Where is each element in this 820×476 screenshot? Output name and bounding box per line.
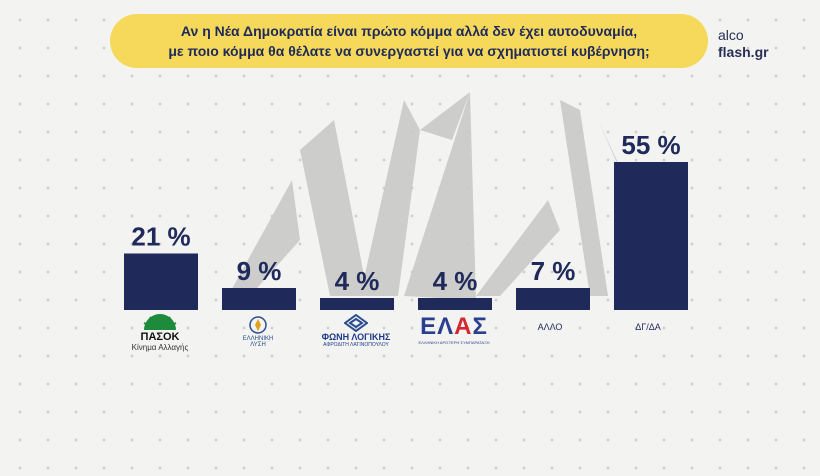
foni-logikis-name: ΦΩΝΗ ΛΟΓΙΚΗΣ [321, 332, 391, 342]
value-label-0: 21 % [131, 221, 190, 251]
question-banner: Αν η Νέα Δημοκρατία είναι πρώτο κόμμα αλ… [110, 14, 708, 68]
bar-2 [320, 298, 394, 310]
question-line-2: με ποιο κόμμα θα θέλατε να συνεργαστεί γ… [168, 43, 650, 59]
elas-name: ΕΛΑΣ [420, 313, 488, 340]
brand-logo: alco flash.gr [718, 27, 769, 61]
pasok-name: ΠΑΣΟΚ [140, 331, 180, 343]
bar-4 [516, 288, 590, 310]
bar-0 [124, 253, 198, 310]
elas-logo: ΕΛΑΣ ΕΛΛΗΝΙΚΗ ΑΡΙΣΤΕΡΗ ΣΥΜΠΑΡΑΤΑΞΗ [404, 313, 504, 346]
question-line-1: Αν η Νέα Δημοκρατία είναι πρώτο κόμμα αλ… [180, 23, 638, 39]
value-label-3: 4 % [433, 266, 478, 296]
foni-logikis-subtitle: ΑΦΡΟΔΙΤΗ ΛΑΤΙΝΟΠΟΥΛΟΥ [323, 342, 389, 348]
pasok-subtitle: Κίνημα Αλλαγής [131, 343, 189, 352]
bar-1 [222, 288, 296, 310]
pasok-logo: ΠΑΣΟΚ Κίνημα Αλλαγής [110, 314, 210, 352]
value-label-5: 55 % [621, 130, 680, 160]
bar-5 [614, 162, 688, 310]
foni-logikis-logo: ΦΩΝΗ ΛΟΓΙΚΗΣ ΑΦΡΟΔΙΤΗ ΛΑΤΙΝΟΠΟΥΛΟΥ [306, 314, 406, 348]
value-label-4: 7 % [531, 256, 576, 286]
elliniki-lysi-emblem-icon [249, 316, 267, 334]
brand-flash: flash.gr [718, 44, 769, 60]
elliniki-lysi-logo: ΕΛΛΗΝΙΚΗ ΛΥΣΗ [208, 316, 308, 348]
bar-3 [418, 298, 492, 310]
elliniki-lysi-subtitle: ΛΥΣΗ [250, 342, 266, 348]
category-label-dg-da: ΔΓ/ΔΑ [635, 322, 661, 332]
elas-subtitle: ΕΛΛΗΝΙΚΗ ΑΡΙΣΤΕΡΗ ΣΥΜΠΑΡΑΤΑΞΗ [418, 340, 490, 345]
value-label-2: 4 % [335, 266, 380, 296]
elliniki-lysi-name: ΕΛΛΗΝΙΚΗ [242, 336, 274, 342]
pasok-sun-icon [143, 314, 177, 330]
value-label-1: 9 % [237, 256, 282, 286]
foni-logikis-emblem-icon [344, 314, 368, 332]
brand-alco: alco [718, 27, 744, 43]
category-label-allo: ΑΛΛΟ [537, 322, 563, 332]
